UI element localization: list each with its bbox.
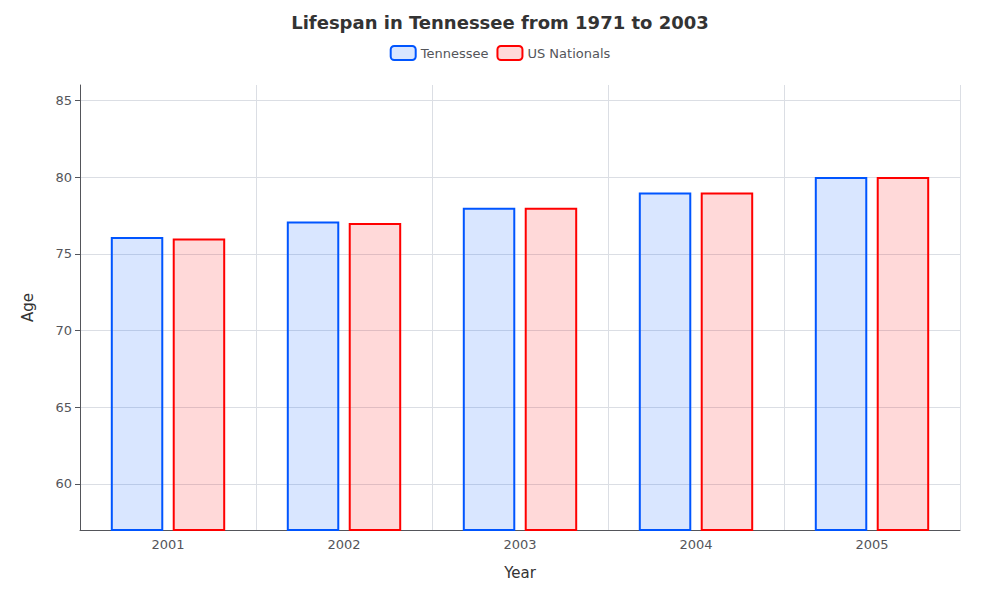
- svg-text:Lifespan in Tennessee from 197: Lifespan in Tennessee from 1971 to 2003: [291, 12, 709, 33]
- svg-text:Year: Year: [503, 564, 537, 582]
- svg-text:US Nationals: US Nationals: [527, 46, 610, 61]
- svg-text:75: 75: [55, 246, 72, 261]
- svg-text:65: 65: [55, 400, 72, 415]
- svg-text:70: 70: [55, 323, 72, 338]
- svg-text:Tennessee: Tennessee: [420, 46, 489, 61]
- svg-text:2001: 2001: [151, 537, 184, 552]
- svg-text:2003: 2003: [503, 537, 536, 552]
- svg-text:60: 60: [55, 476, 72, 491]
- svg-text:2005: 2005: [855, 537, 888, 552]
- svg-text:2002: 2002: [327, 537, 360, 552]
- svg-text:2004: 2004: [679, 537, 712, 552]
- svg-text:Age: Age: [19, 293, 37, 322]
- svg-text:85: 85: [55, 93, 72, 108]
- svg-text:80: 80: [55, 170, 72, 185]
